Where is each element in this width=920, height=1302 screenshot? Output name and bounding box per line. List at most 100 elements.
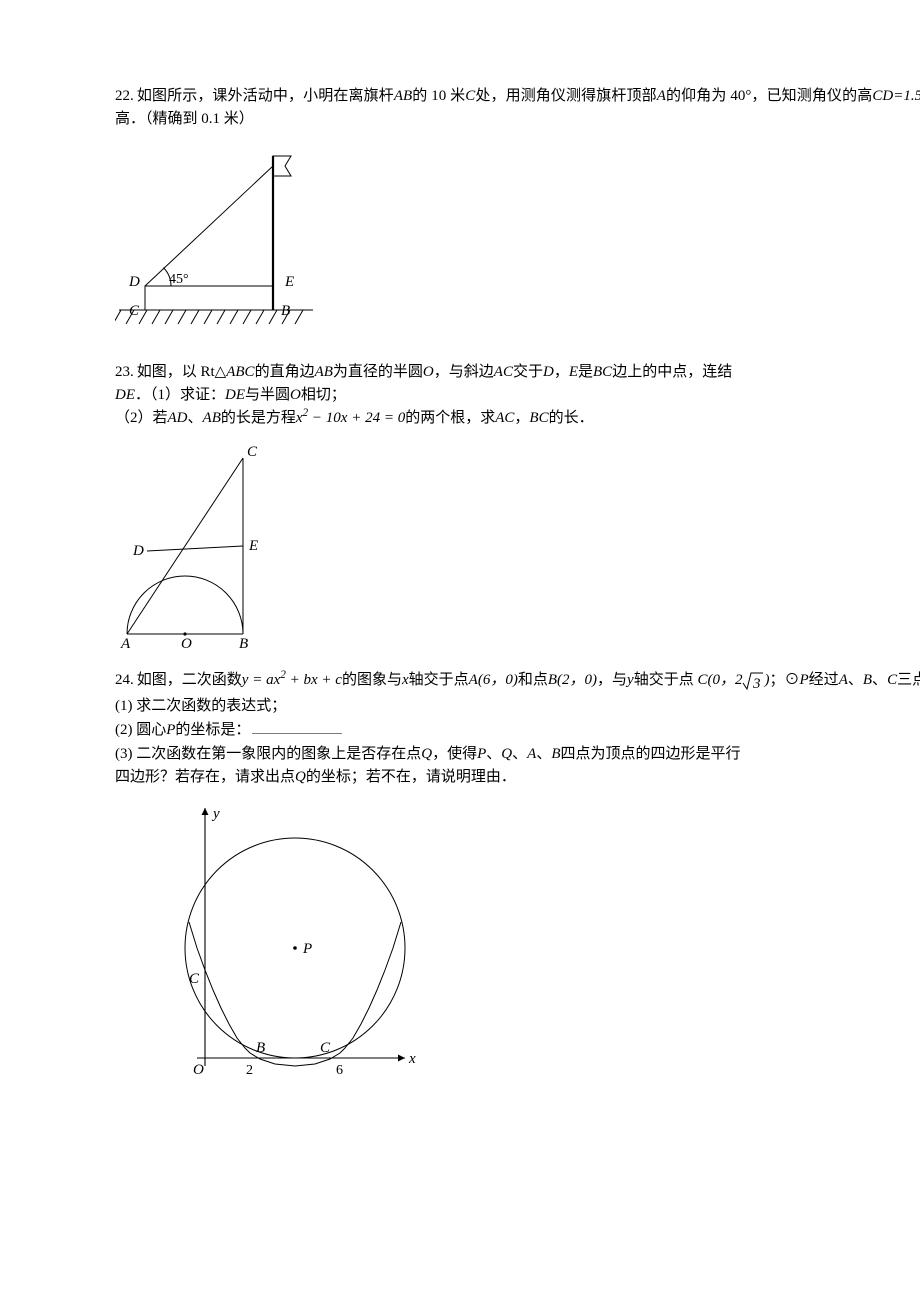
p23-t9: ．	[135, 387, 150, 403]
p23-O1: O	[423, 364, 434, 380]
p22-t1: 如图所示，课外活动中，小明在离旗杆	[137, 88, 394, 104]
p23-t7: 是	[578, 364, 593, 380]
p24-Q2: Q	[501, 746, 512, 762]
p24-t3: 轴交于点	[409, 672, 469, 688]
p24-sub3-l2b: 的坐标；若不在，请说明理由．	[306, 769, 516, 785]
problem-24: 24.如图，二次函数y = ax2 + bx + c的图象与x轴交于点A(6，0…	[115, 669, 920, 1089]
p24-P3: P	[477, 746, 486, 762]
p24-t4: 和点	[518, 672, 548, 688]
p24-s4: 、	[512, 746, 527, 762]
svg-text:O: O	[193, 1062, 204, 1078]
p24-t9: 三点．	[897, 672, 920, 688]
p23-s2b: 、	[188, 410, 203, 426]
p24-A3: A	[527, 746, 536, 762]
p23-s1a: （1）求证：	[150, 387, 225, 403]
p23-s2f: 的长．	[549, 410, 594, 426]
p23-AC2: AC	[495, 410, 514, 426]
p22-t3: 处，用测角仪测得旗杆顶部	[475, 88, 656, 104]
problem-22-text: 22.如图所示，课外活动中，小明在离旗杆AB的 10 米C处，用测角仪测得旗杆顶…	[115, 85, 920, 132]
svg-text:A: A	[120, 636, 131, 651]
problem-22-number: 22.	[115, 88, 134, 104]
p23-t6: ，	[554, 364, 569, 380]
p22-C1: C	[465, 88, 475, 104]
p24-sub1: (1) 求二次函数的表达式；	[115, 695, 920, 718]
p23-t8: 边上的中点，连结	[612, 364, 732, 380]
p22-A1: A	[657, 88, 666, 104]
p23-t2: 的直角边	[255, 364, 315, 380]
figure-23-svg: ABOCDE	[115, 436, 285, 651]
p24-s3: 、	[486, 746, 501, 762]
p23-s1c: 相切；	[301, 387, 346, 403]
p24-t8: 经过	[809, 672, 839, 688]
p24-sub3-lead: (3) 二次函数在第一象限内的图象上是否存在点	[115, 746, 421, 762]
p24-sub3: (3) 二次函数在第一象限内的图象上是否存在点Q，使得P、Q、A、B四点为顶点的…	[115, 743, 920, 790]
p24-C2: C	[887, 672, 897, 688]
p24-x1: x	[402, 672, 409, 688]
p22-CD: CD=1.5	[872, 88, 920, 104]
p23-E1: E	[569, 364, 578, 380]
svg-text:6: 6	[336, 1063, 343, 1078]
p23-BC1: BC	[593, 364, 612, 380]
svg-text:B: B	[239, 636, 248, 651]
p22-t4: 的仰角为 40°，	[666, 88, 767, 104]
p24-s2: 、	[872, 672, 887, 688]
svg-text:O: O	[181, 636, 192, 651]
p23-ABC: ABC	[226, 364, 254, 380]
svg-text:3: 3	[752, 676, 761, 691]
svg-text:E: E	[284, 274, 294, 290]
figure-22-svg: DECB45°	[115, 138, 325, 343]
answer-blank[interactable]	[252, 719, 342, 734]
p23-AD1: AD	[168, 410, 188, 426]
p24-Q3: Q	[295, 769, 306, 785]
p23-DE1: DE	[115, 387, 135, 403]
p24-t2: 的图象与	[342, 672, 402, 688]
p23-t1: 如图，以 Rt△	[137, 364, 226, 380]
p23-D1: D	[543, 364, 554, 380]
p23-AB1: AB	[315, 364, 333, 380]
p22-t2: 的 10 米	[412, 88, 465, 104]
p24-sub3-m1: ，使得	[432, 746, 477, 762]
svg-text:C: C	[129, 303, 140, 319]
problem-24-number: 24.	[115, 672, 134, 688]
p24-s5: 、	[536, 746, 551, 762]
p23-eqn: x2 − 10x + 24 = 0	[296, 410, 405, 426]
problem-24-subparts: (1) 求二次函数的表达式； (2) 圆心P的坐标是： (3) 二次函数在第一象…	[115, 695, 920, 790]
problem-23-number: 23.	[115, 364, 134, 380]
p24-Apt: A(6，0)	[469, 672, 518, 688]
p24-sub2: (2) 圆心P的坐标是：	[115, 719, 920, 742]
p24-sub3-l2a: 四边形？若存在，请求出点	[115, 769, 295, 785]
p23-s1b: 与半圆	[245, 387, 290, 403]
svg-text:2: 2	[246, 1063, 253, 1078]
p24-eqn-y: y = ax2 + bx + c	[242, 672, 342, 688]
problem-23-text: 23.如图，以 Rt△ABC的直角边AB为直径的半圆O，与斜边AC交于D，E是B…	[115, 361, 920, 431]
svg-text:D: D	[132, 543, 144, 559]
p23-s2c: 的长是方程	[221, 410, 296, 426]
p24-sub3-m2: 四点为顶点的四边形是平行	[561, 746, 741, 762]
p24-B3: B	[551, 746, 560, 762]
p23-s2d: 的两个根，求	[405, 410, 495, 426]
figure-23: ABOCDE	[115, 436, 920, 651]
figure-22: DECB45°	[115, 138, 920, 343]
p24-t1: 如图，二次函数	[137, 672, 242, 688]
p24-P1: P	[800, 672, 809, 688]
p23-O2: O	[290, 387, 301, 403]
svg-text:D: D	[128, 274, 140, 290]
svg-text:y: y	[211, 806, 220, 822]
p22-t5: 已知测角仪的高	[767, 88, 873, 104]
problem-24-text: 24.如图，二次函数y = ax2 + bx + c的图象与x轴交于点A(6，0…	[115, 669, 920, 692]
p22-AB1: AB	[394, 88, 412, 104]
figure-24-svg: O26xyCBCP	[145, 800, 425, 1090]
p24-y1: y	[627, 672, 634, 688]
p24-Q1: Q	[421, 746, 432, 762]
p23-t4: ，与斜边	[434, 364, 494, 380]
svg-text:B: B	[281, 303, 290, 319]
p23-DE2: DE	[225, 387, 245, 403]
p23-t5: 交于	[513, 364, 543, 380]
problem-23: 23.如图，以 Rt△ABC的直角边AB为直径的半圆O，与斜边AC交于D，E是B…	[115, 361, 920, 652]
p24-Cpt: C(0，23)	[697, 672, 769, 688]
svg-text:E: E	[248, 538, 258, 554]
svg-text:P: P	[302, 941, 312, 957]
svg-text:B: B	[256, 1040, 265, 1056]
figure-24: O26xyCBCP	[145, 800, 920, 1090]
p23-BC2: BC	[529, 410, 548, 426]
